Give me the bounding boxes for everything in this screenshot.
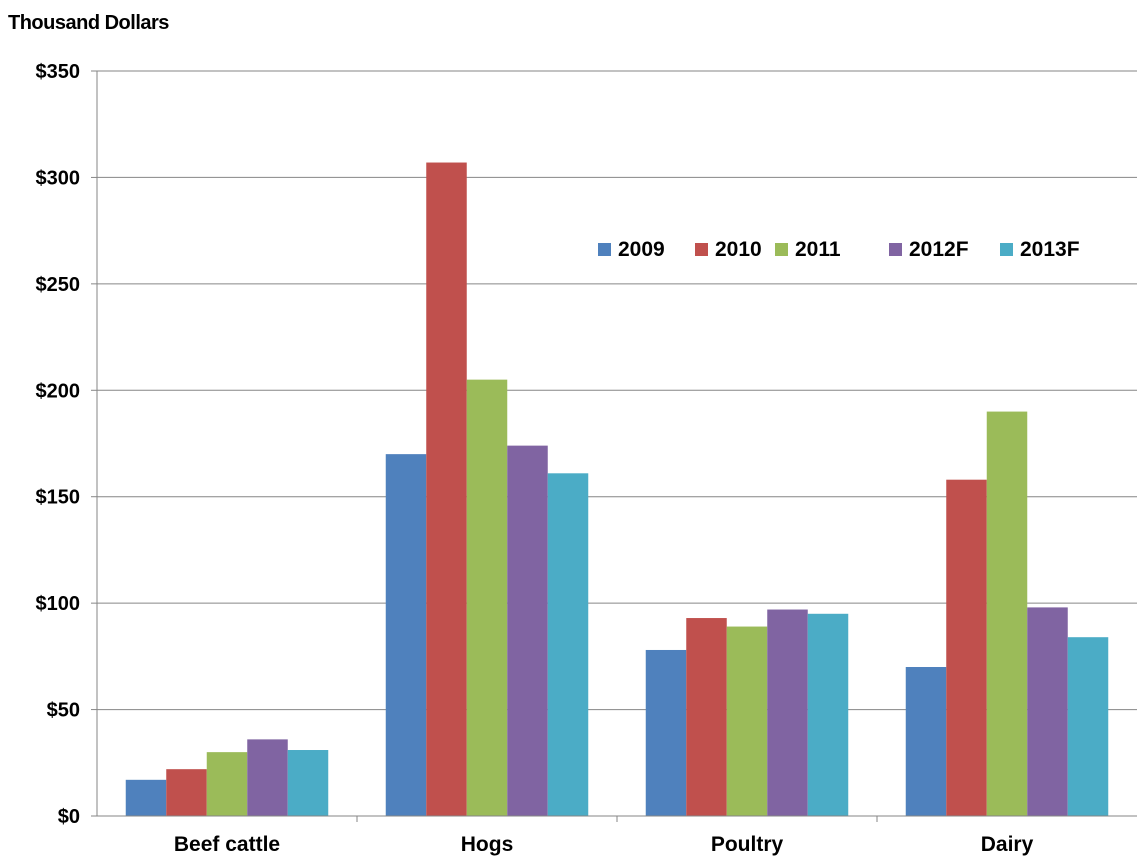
legend-label: 2011 [795,238,841,261]
bar-poultry-2009 [645,649,687,816]
bar-poultry-2013f [807,613,849,816]
y-tick-label: $100 [36,593,81,615]
legend-label: 2010 [715,238,762,261]
legend-swatch [1000,243,1013,256]
bar-poultry-2011 [726,626,768,816]
y-tick-label: $250 [36,274,81,296]
legend-swatch [695,243,708,256]
legend-swatch [889,243,902,256]
y-tick-label: $300 [36,167,81,189]
bar-dairy-2013f [1067,637,1109,816]
gridlines [97,70,1137,711]
x-category-label: Beef cattle [174,833,280,856]
legend-label: 2009 [618,238,665,261]
y-tick-label: $0 [58,806,80,828]
legend-label: 2012F [909,238,969,261]
y-axis-unit-label: Thousand Dollars [8,12,169,34]
x-axis [96,71,1137,822]
bar-poultry-2012f [767,609,808,816]
bar-beef-cattle-2009 [125,779,167,816]
x-category-label: Hogs [461,833,514,856]
bar-hogs-2009 [385,454,427,816]
bar-beef-cattle-2011 [206,752,248,816]
x-category-label: Dairy [981,833,1034,856]
y-axis-ticks: $0 $50 $100 $150 $200 $250 $300 $350 [36,61,97,828]
bar-dairy-2011 [986,411,1028,816]
bar-hogs-2013f [547,473,589,816]
bar-hogs-2011 [466,379,508,816]
bar-hogs-2010 [426,162,467,816]
y-tick-label: $200 [36,380,81,402]
legend-swatch [598,243,611,256]
bar-dairy-2010 [946,479,987,816]
x-category-label: Poultry [711,833,784,856]
y-tick-label: $350 [36,61,81,83]
legend-label: 2013F [1020,238,1080,261]
bar-hogs-2012f [507,445,548,816]
bar-beef-cattle-2012f [247,739,288,816]
bar-beef-cattle-2013f [287,750,329,816]
bar-beef-cattle-2010 [166,769,207,816]
x-axis-categories: Beef cattle Hogs Poultry Dairy [174,833,1034,856]
y-tick-label: $50 [47,700,80,722]
legend: 2009 2010 2011 2012F 2013F [598,238,1080,261]
bar-poultry-2010 [686,618,727,816]
bar-dairy-2012f [1027,607,1068,816]
bars [125,162,1109,816]
bar-dairy-2009 [905,667,947,816]
y-tick-label: $150 [36,487,81,509]
legend-swatch [775,243,788,256]
